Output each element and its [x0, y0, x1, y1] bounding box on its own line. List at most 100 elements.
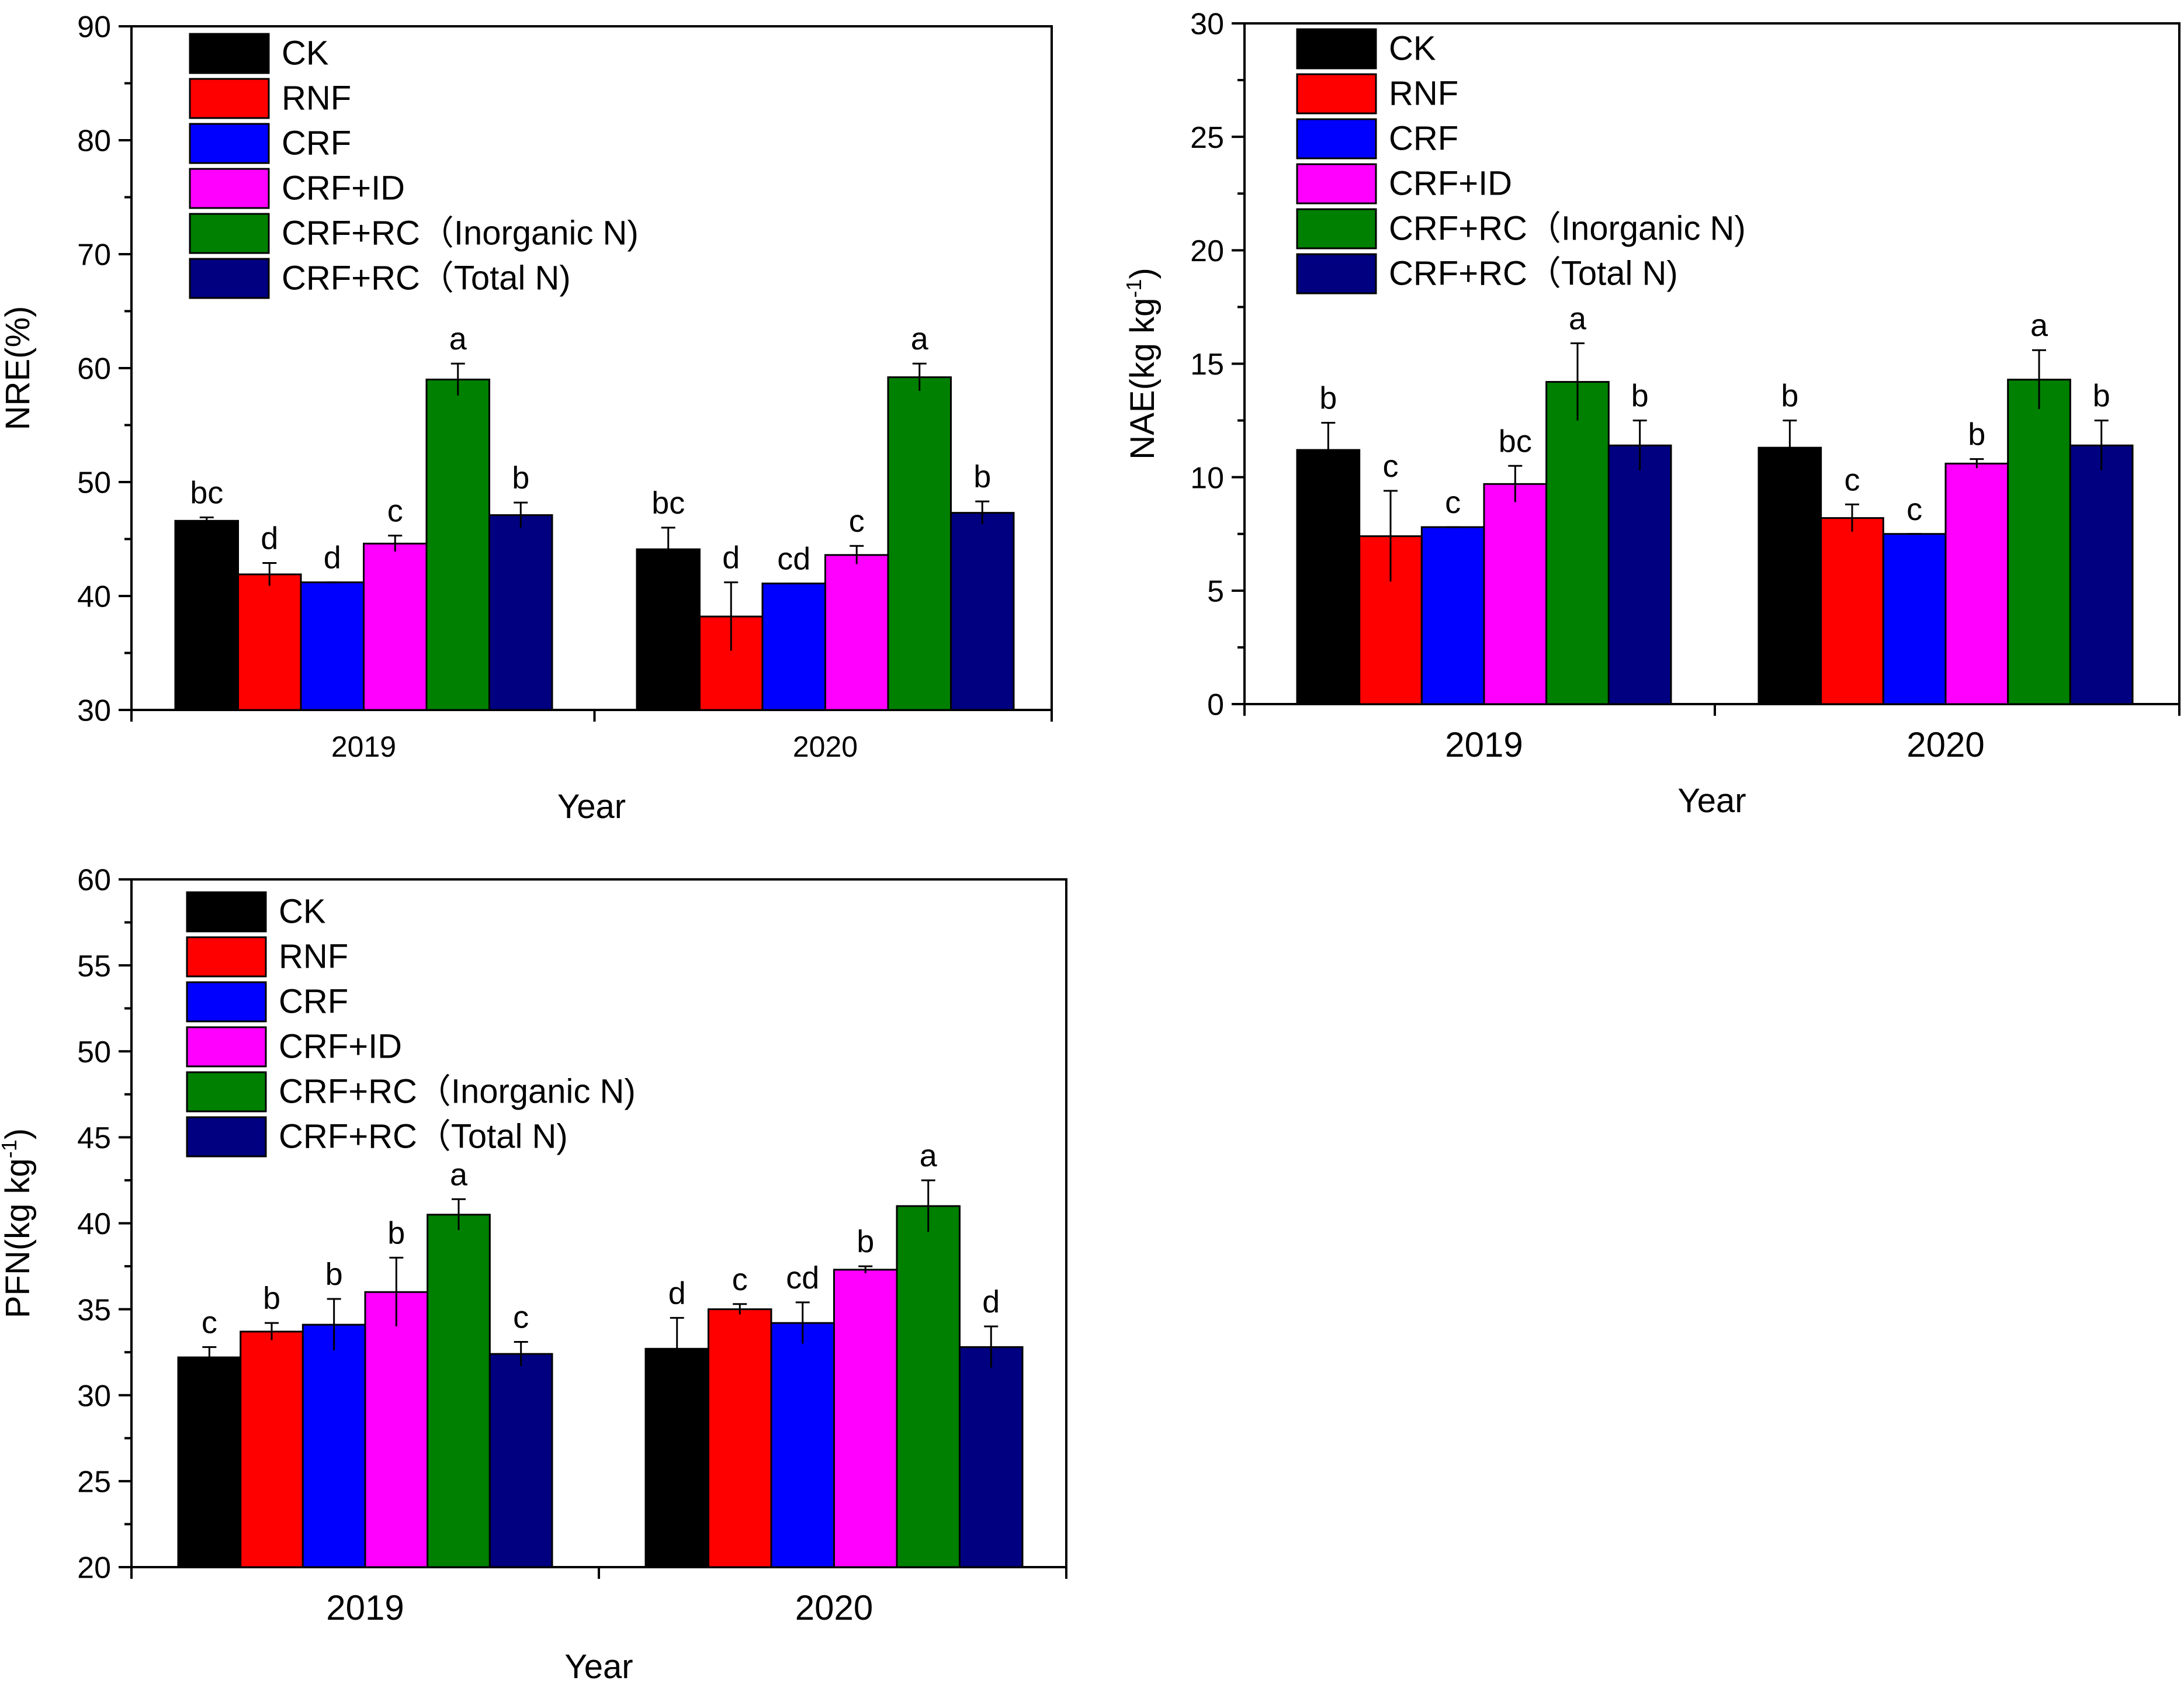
legend-label-1: RNF: [282, 79, 351, 117]
significance-letter: cd: [786, 1260, 819, 1295]
significance-letter: c: [387, 494, 403, 529]
significance-letter: a: [2030, 308, 2048, 343]
bar-2019-CRF: [300, 581, 365, 711]
significance-letter: c: [1445, 485, 1461, 520]
legend-label-1: RNF: [1389, 74, 1458, 112]
bar-2020-CRF: [770, 1322, 835, 1568]
bar-2020-CRF+RC（Inorganic N): [887, 376, 952, 711]
significance-letter: b: [973, 459, 991, 494]
bar-2019-CK: [174, 519, 239, 711]
bar-2020-CK: [644, 1347, 709, 1568]
bar-2020-CRF: [761, 583, 826, 711]
legend-swatch-5: [186, 1116, 267, 1158]
significance-letter: b: [1631, 379, 1649, 414]
legend-swatch-4: [186, 1071, 267, 1113]
bar-2019-CK: [177, 1356, 242, 1568]
legend-swatch-1: [186, 936, 267, 978]
bar-2019-CRF+RC（Total N): [488, 1353, 553, 1568]
significance-letter: c: [732, 1262, 748, 1297]
y-tick-label: 30: [77, 1379, 111, 1413]
bar-2019-CRF+RC（Total N): [488, 514, 553, 711]
legend-label-2: CRF: [1389, 119, 1458, 157]
bar-2020-RNF: [708, 1308, 772, 1568]
legend-label-3: CRF+ID: [1389, 164, 1512, 202]
legend-label-2: CRF: [279, 982, 348, 1020]
legend-label-4: CRF+RC（Inorganic N): [279, 1072, 636, 1110]
legend-swatch-2: [189, 123, 270, 164]
x-tick-label-2019: 2019: [326, 1588, 404, 1627]
legend-swatch-2: [1296, 118, 1377, 160]
y-tick-label: 45: [77, 1121, 111, 1155]
legend: CK RNF CRF CRF+ID CRF+RC（Inorganic N) CRF+RC（…: [186, 891, 636, 1158]
chart-nae: 051015202530bccbcab2019bccbab2020YearNAE…: [1122, 8, 2180, 820]
significance-letter: cd: [777, 542, 810, 577]
bar-2019-CRF: [1420, 526, 1485, 705]
bar-2019-CK: [1296, 449, 1361, 705]
significance-letter: a: [449, 321, 467, 356]
significance-letter: d: [982, 1284, 1000, 1319]
y-tick-label: 30: [1190, 8, 1224, 41]
legend-swatch-2: [186, 981, 267, 1023]
significance-letter: c: [1845, 462, 1860, 497]
significance-letter: bc: [651, 486, 685, 521]
bar-2019-CRF+ID: [1483, 483, 1548, 705]
bar-2020-CRF+RC（Total N): [959, 1346, 1024, 1568]
bar-2019-RNF: [237, 573, 302, 711]
legend-swatch-5: [189, 258, 270, 299]
y-tick-label: 90: [77, 11, 111, 44]
y-tick-label: 15: [1190, 348, 1224, 382]
legend-label-4: CRF+RC（Inorganic N): [282, 214, 639, 252]
legend: CK RNF CRF CRF+ID CRF+RC（Inorganic N) CRF+RC（…: [1296, 28, 1746, 294]
x-tick-label-2020: 2020: [1906, 725, 1984, 764]
x-axis-title: Year: [1677, 782, 1746, 820]
legend-swatch-0: [186, 891, 267, 933]
legend-label-5: CRF+RC（Total N): [279, 1117, 568, 1155]
bar-2020-CRF+RC（Total N): [2069, 444, 2134, 705]
significance-letter: b: [512, 460, 529, 496]
bar-2020-CRF+ID: [833, 1269, 898, 1568]
legend-label-0: CK: [282, 34, 329, 72]
bar-2020-CK: [1757, 446, 1822, 705]
y-tick-label: 50: [77, 1035, 111, 1069]
y-tick-label: 35: [77, 1293, 111, 1327]
bar-2019-CRF: [301, 1323, 366, 1568]
significance-letter: c: [513, 1300, 529, 1335]
significance-letter: b: [857, 1224, 874, 1259]
bar-2020-CRF: [1882, 533, 1947, 705]
bar-2020-CRF+RC（Total N): [950, 512, 1015, 711]
significance-letter: bc: [190, 475, 223, 510]
y-tick-label: 50: [77, 466, 111, 500]
y-tick-label: 25: [1190, 121, 1224, 155]
legend-label-5: CRF+RC（Total N): [282, 259, 571, 297]
bar-2020-CRF+ID: [1944, 462, 2009, 705]
significance-letter: c: [1383, 449, 1399, 484]
legend-swatch-5: [1296, 253, 1377, 294]
legend-swatch-4: [1296, 208, 1377, 250]
bar-2019-CRF+RC（Inorganic N): [425, 379, 490, 711]
bar-2019-CRF+RC（Inorganic N): [427, 1214, 491, 1568]
significance-letter: a: [920, 1138, 938, 1173]
y-tick-label: 10: [1190, 461, 1224, 495]
x-axis-title: Year: [564, 1648, 633, 1684]
legend-label-3: CRF+ID: [279, 1027, 402, 1065]
x-axis-title: Year: [557, 788, 626, 826]
significance-letter: c: [849, 504, 865, 539]
significance-letter: a: [1569, 302, 1587, 337]
x-tick-label-2019: 2019: [1445, 725, 1523, 764]
significance-letter: c: [202, 1305, 217, 1340]
x-tick-label-2020: 2020: [795, 1588, 873, 1627]
significance-letter: a: [450, 1157, 468, 1192]
y-tick-label: 40: [77, 1207, 111, 1241]
significance-letter: b: [2093, 379, 2110, 414]
legend: CK RNF CRF CRF+ID CRF+RC（Inorganic N) CRF+RC（…: [189, 33, 639, 299]
significance-letter: a: [911, 321, 929, 356]
chart-nre: 30 40 50 60 70 80 90 bc d d c a b 2019 bc d cd c a b 2020 Yea…: [0, 11, 1053, 826]
bar-2019-RNF: [240, 1330, 304, 1568]
significance-letter: b: [387, 1215, 405, 1250]
y-axis-title: PFN(kg kg-1): [0, 1128, 37, 1318]
significance-letter: d: [668, 1276, 686, 1311]
bar-2019-CRF+RC（Total N): [1607, 444, 1672, 705]
significance-letter: bc: [1499, 424, 1532, 459]
y-tick-label: 60: [77, 864, 111, 898]
